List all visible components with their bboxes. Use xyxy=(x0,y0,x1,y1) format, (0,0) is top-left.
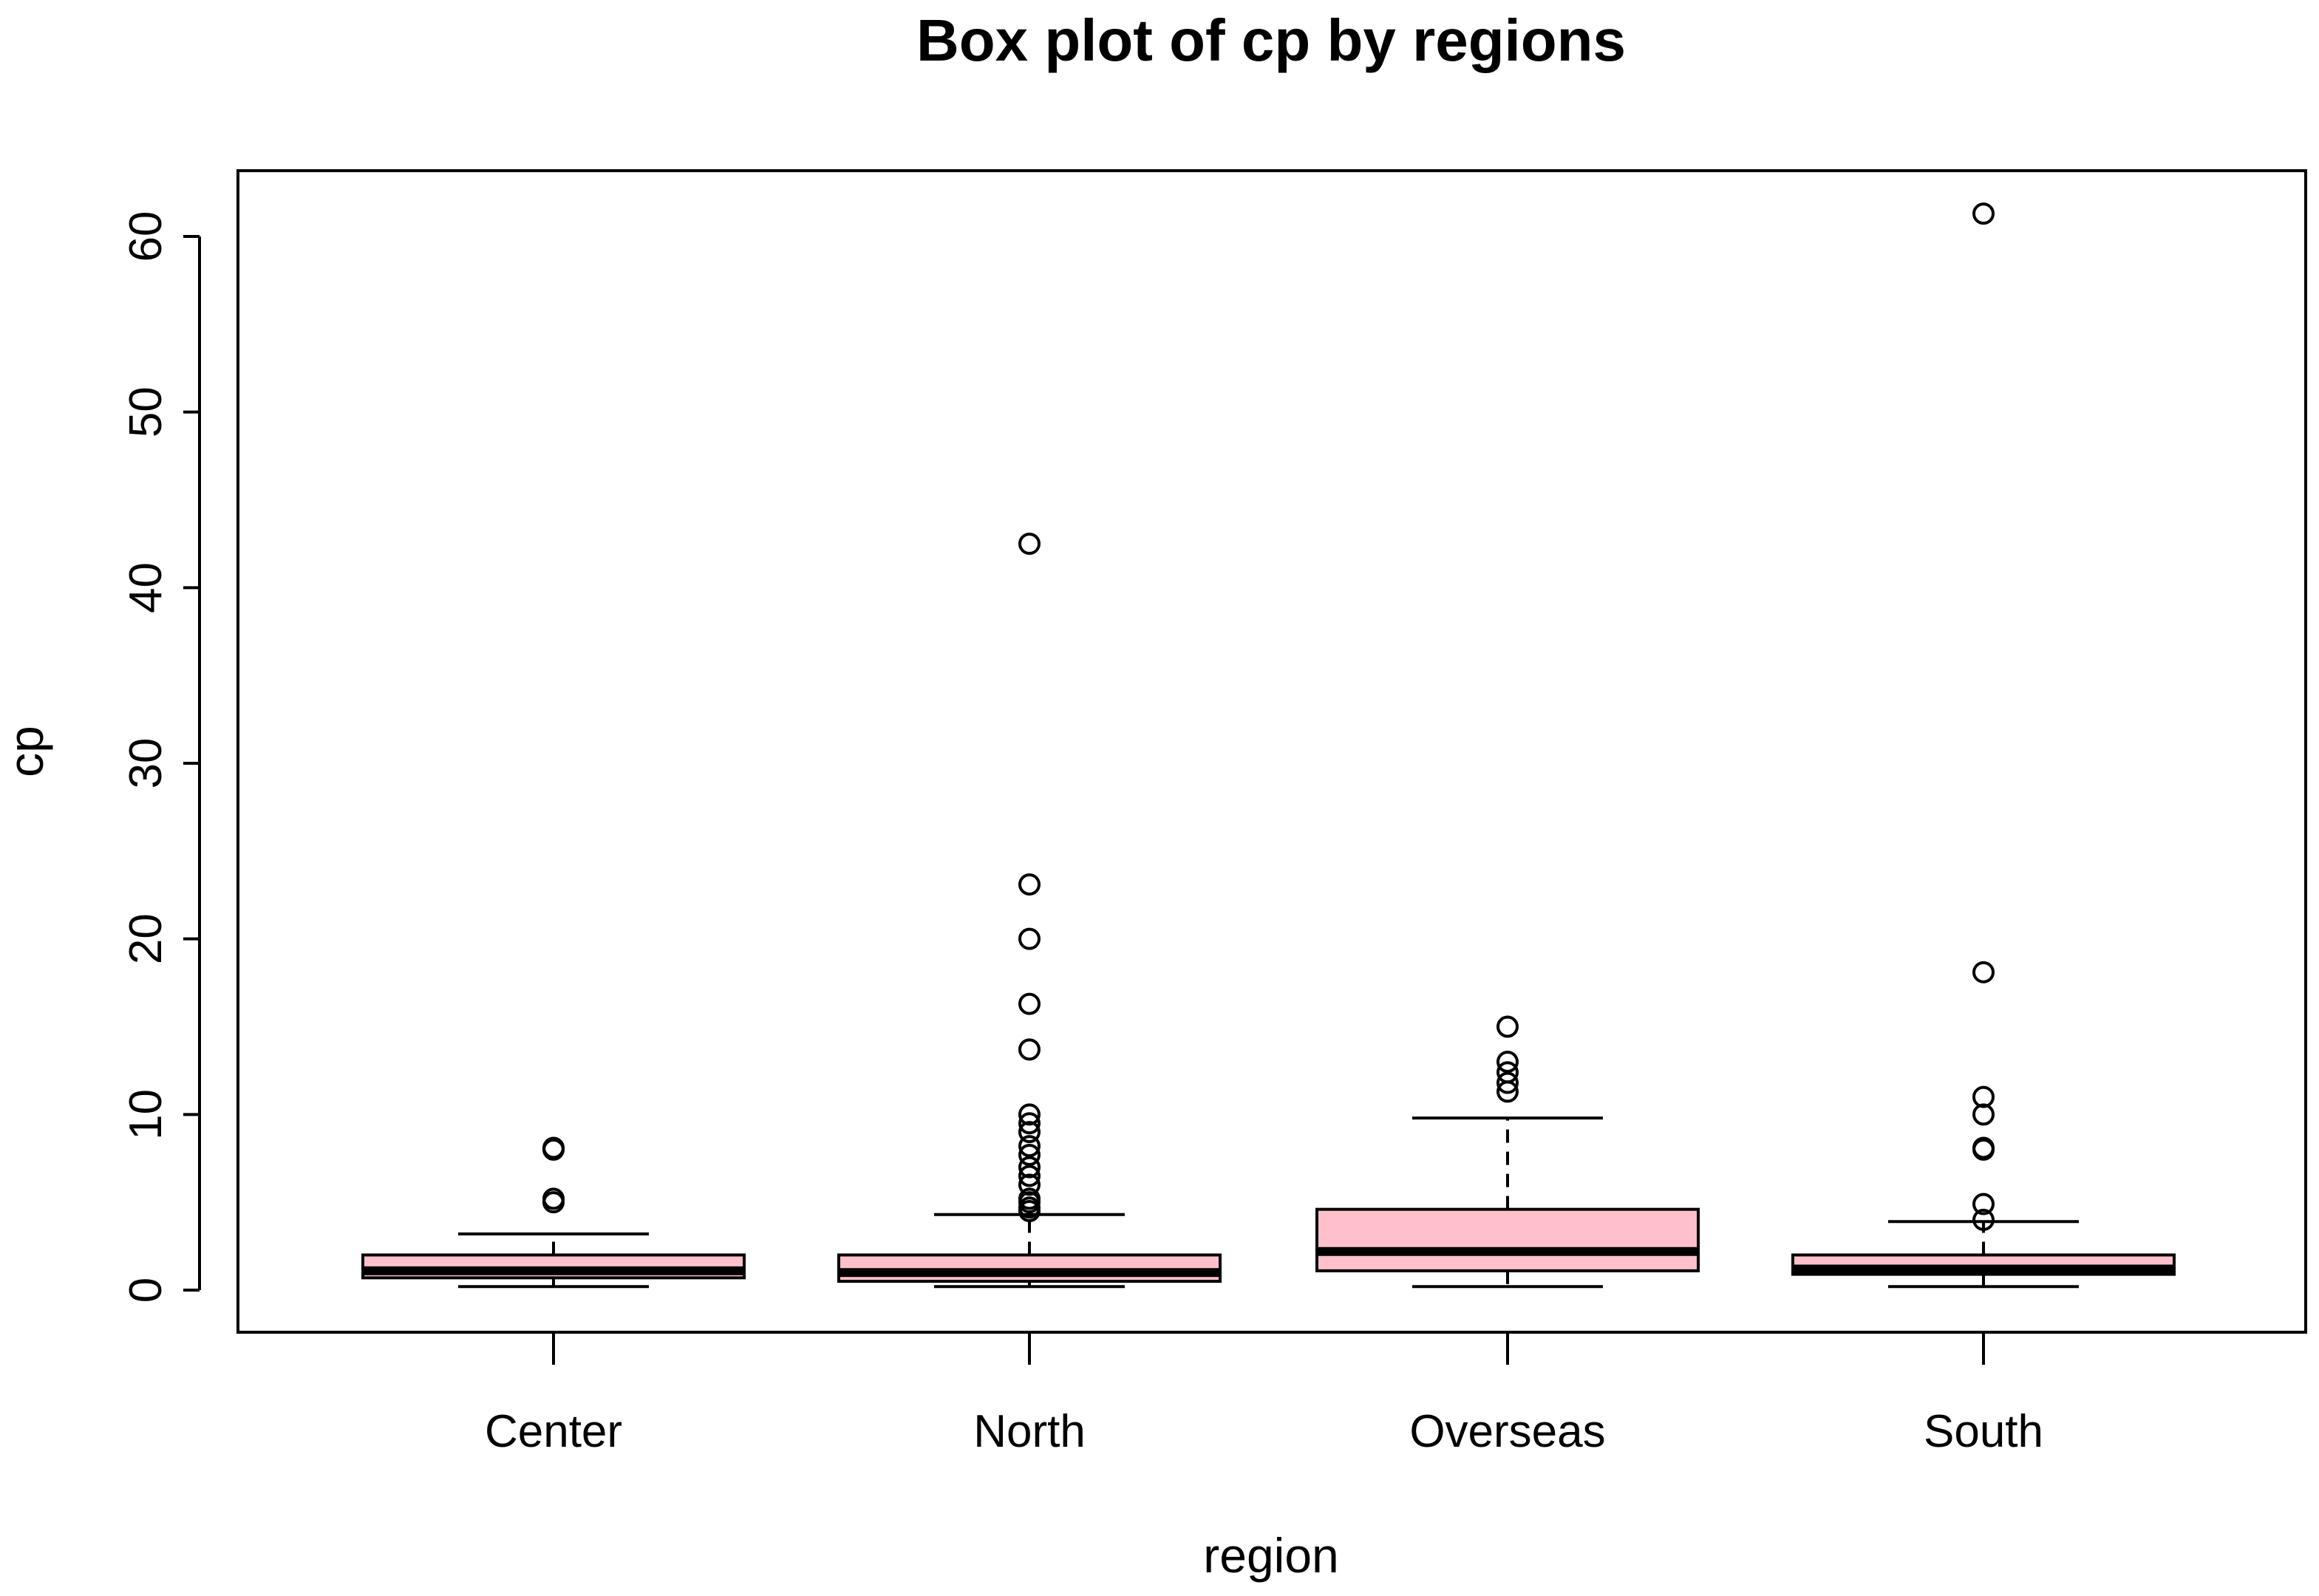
outlier-south-3 xyxy=(1972,1136,1995,1159)
x-tick-label-overseas: Overseas xyxy=(1409,1406,1605,1457)
outlier-south-0 xyxy=(1972,1208,1995,1231)
y-tick-label-0: 0 xyxy=(120,1278,171,1303)
outlier-north-15 xyxy=(1018,873,1041,896)
outlier-north-9 xyxy=(1018,1121,1041,1144)
y-tick-label-20: 20 xyxy=(120,913,171,964)
outlier-north-4 xyxy=(1018,1173,1041,1196)
outlier-north-13 xyxy=(1018,992,1041,1015)
outlier-overseas-4 xyxy=(1496,1015,1519,1038)
outlier-center-1 xyxy=(542,1187,565,1210)
outlier-south-4 xyxy=(1972,1103,1995,1126)
box-north xyxy=(837,532,1222,1289)
y-tick-label-40: 40 xyxy=(120,562,171,613)
outlier-north-11 xyxy=(1018,1103,1041,1126)
box-overseas xyxy=(1315,1015,1700,1289)
y-tick-label-50: 50 xyxy=(120,386,171,437)
x-axis: Center North Overseas South xyxy=(485,1332,2043,1457)
chart-title: Box plot of cp by regions xyxy=(916,7,1626,73)
box-series xyxy=(361,202,2176,1289)
plot-frame xyxy=(236,169,2307,1334)
box-center xyxy=(361,1136,746,1289)
outlier-north-16 xyxy=(1018,532,1041,555)
x-tick-label-south: South xyxy=(1924,1406,2043,1457)
outlier-south-1 xyxy=(1972,1193,1995,1215)
outlier-north-7 xyxy=(1018,1143,1041,1166)
outlier-south-6 xyxy=(1972,961,1995,983)
x-axis-label: region xyxy=(1203,1528,1338,1583)
outlier-north-6 xyxy=(1018,1156,1041,1179)
outlier-north-8 xyxy=(1018,1135,1041,1158)
y-axis: 0 10 20 30 40 50 60 xyxy=(120,211,201,1303)
x-tick-label-center: Center xyxy=(485,1406,622,1457)
outlier-north-12 xyxy=(1018,1038,1041,1061)
y-axis-label: cp xyxy=(0,726,53,777)
outlier-south-7 xyxy=(1972,202,1995,225)
outlier-north-5 xyxy=(1018,1164,1041,1187)
box-south xyxy=(1791,202,2176,1289)
y-tick-label-30: 30 xyxy=(120,738,171,789)
outlier-north-14 xyxy=(1018,927,1041,950)
outlier-south-5 xyxy=(1972,1085,1995,1108)
x-tick-label-north: North xyxy=(973,1406,1086,1457)
outlier-north-10 xyxy=(1018,1112,1041,1135)
outlier-overseas-3 xyxy=(1496,1051,1519,1074)
outlier-overseas-1 xyxy=(1496,1071,1519,1094)
outlier-overseas-2 xyxy=(1496,1061,1519,1084)
box-rect-overseas xyxy=(1315,1207,1700,1272)
outlier-center-3 xyxy=(542,1136,565,1159)
outlier-north-3 xyxy=(1018,1187,1041,1210)
y-tick-label-60: 60 xyxy=(120,211,171,262)
y-tick-label-10: 10 xyxy=(120,1089,171,1140)
